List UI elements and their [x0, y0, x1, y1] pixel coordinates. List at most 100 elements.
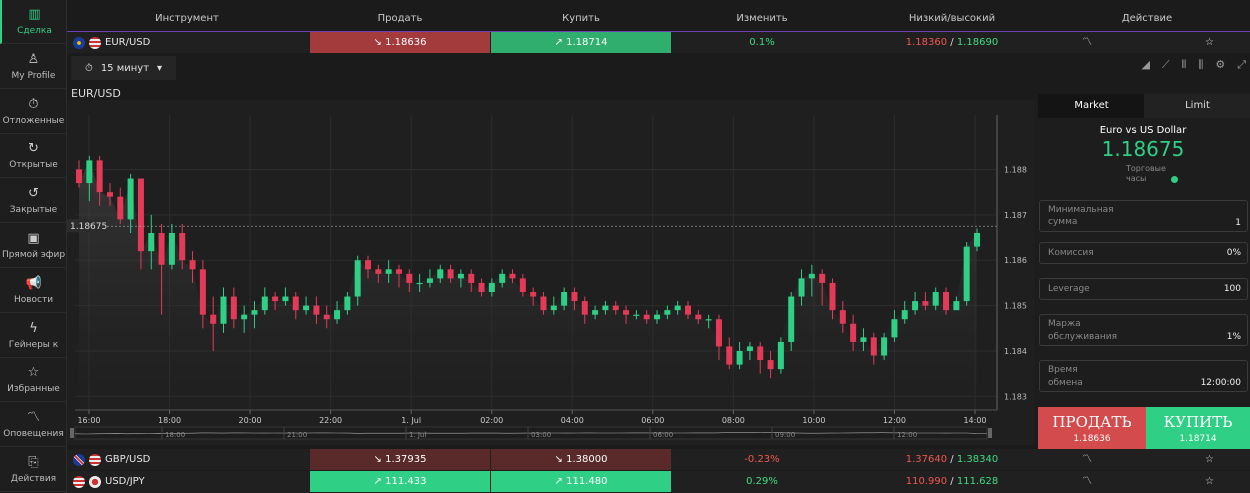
sidebar-item-label: Избранные [7, 384, 60, 395]
price-area [79, 160, 977, 410]
tab-market[interactable]: Market [1038, 94, 1145, 118]
bar-chart-icon: ▥ [28, 7, 41, 22]
instrument-table-header: Инструмент Продать Купить Изменить Низки… [67, 0, 1250, 32]
sidebar-item-5[interactable]: ▣ Прямой эфир [0, 224, 67, 268]
header-buy[interactable]: Купить [562, 13, 600, 24]
sidebar-item-10[interactable]: ⎘ Действия [0, 448, 67, 492]
timeframe-dropdown[interactable]: ⏱ 15 минут ▾ [71, 56, 176, 80]
candle-body [137, 178, 144, 252]
sell-price-button[interactable]: ↘ 1.37935 [310, 449, 490, 470]
price-chart[interactable]: 1.18675 1.188 1.187 1.186 1.185 1.184 1.183 1… [67, 100, 1035, 445]
x-tick-label: 02:00 [480, 416, 503, 425]
candle-body [86, 160, 93, 184]
area-chart-icon[interactable]: ◢ [1141, 58, 1150, 71]
sidebar-item-7[interactable]: ϟ Гейнеры к [0, 314, 67, 358]
sidebar-item-9[interactable]: 〽 Оповещения [0, 403, 67, 448]
buy-price-button[interactable]: ↗ 111.480 [491, 471, 671, 492]
candle-body [623, 310, 630, 315]
clock-icon: ⏱ [85, 62, 93, 74]
nav-tick-label: 12:00 [897, 431, 917, 439]
timeframe-label: 15 минут [100, 62, 150, 74]
x-tick-label: 04:00 [561, 416, 584, 425]
instrument-row-eurusd[interactable]: EUR/USD ↘ 1.18636 ↗ 1.18714 0.1% 1.18360… [67, 32, 1250, 53]
x-axis-ticks: 16:00 18:00 20:00 22:00 1. Jul 02:00 04:00 06:0… [77, 410, 987, 425]
actions-icon: ⎘ [28, 455, 39, 470]
candle-body [447, 269, 454, 279]
sell-price-button[interactable]: ↗ 111.433 [310, 471, 490, 492]
leverage-value: 100 [1223, 284, 1241, 294]
candle-body [912, 301, 919, 311]
candle-body [530, 292, 537, 297]
navigator-ticks: 18:00 21:00 1. Jul 03:00 06:00 09:00 12:00 [161, 427, 917, 439]
sidebar-item-label: Оповещения [3, 429, 64, 440]
candle-body [788, 296, 795, 342]
header-change[interactable]: Изменить [736, 13, 788, 24]
bars-icon[interactable]: ⫼ [1198, 58, 1204, 71]
min-amount-label: Минимальная сумма [1048, 205, 1114, 227]
instrument-row-gbpusd[interactable]: GBP/USD ↘ 1.37935 ↘ 1.38000 -0.23% 1.376… [67, 449, 1250, 470]
candle-body [870, 337, 877, 356]
sidebar-item-3[interactable]: ↻ Открытые [0, 134, 67, 179]
favorite-star-icon[interactable]: ☆ [1205, 454, 1214, 465]
signal-icon[interactable]: 〽 [1082, 454, 1092, 465]
y-tick-label: 1.186 [1004, 256, 1027, 265]
chart-toolbar: ◢ ⟋ ⫴ ⫼ ⚙ ⤢ [1141, 58, 1246, 72]
sidebar-item-8[interactable]: ☆ Избранные [0, 358, 67, 403]
sidebar-item-2[interactable]: ⏱ Отложенные [0, 90, 67, 134]
buy-price-button[interactable]: ↗ 1.18714 [491, 32, 671, 53]
favorite-star-icon[interactable]: ☆ [1205, 37, 1214, 48]
candle-body [860, 337, 867, 342]
signal-icon[interactable]: 〽 [1082, 476, 1092, 487]
candle-body [313, 305, 320, 315]
candle-body [561, 292, 568, 306]
min-amount-field[interactable]: Минимальная сумма 1 [1039, 200, 1248, 232]
header-low-high[interactable]: Низкий/высокий [908, 13, 996, 24]
instrument-row-usdjpy[interactable]: USD/JPY ↗ 111.433 ↗ 111.480 0.29% 110.99… [67, 471, 1250, 493]
symbol-cell: USD/JPY [73, 471, 145, 492]
line-chart-icon[interactable]: ⟋ [1161, 58, 1170, 71]
settings-icon[interactable]: ⚙ [1215, 58, 1226, 71]
candle-body [881, 337, 888, 356]
candles-icon[interactable]: ⫴ [1181, 58, 1187, 71]
buy-price-button[interactable]: ↘ 1.38000 [491, 449, 671, 470]
jp-flag-icon [89, 475, 101, 488]
candle-body [829, 282, 836, 311]
alert-icon: 〽 [26, 410, 40, 426]
candle-body [674, 305, 681, 311]
expand-icon[interactable]: ⤢ [1237, 58, 1246, 71]
order-panel: Market Limit Euro vs US Dollar 1.18675 Т… [1036, 94, 1250, 454]
buy-button[interactable]: КУПИТЬ 1.18714 [1146, 407, 1250, 449]
candle-body [819, 273, 826, 283]
y-tick-label: 1.184 [1004, 347, 1027, 356]
low-value: 1.37640 [905, 454, 948, 465]
uk-flag-icon [73, 453, 85, 466]
sidebar-item-label: Открытые [9, 160, 58, 171]
sell-button[interactable]: ПРОДАТЬ 1.18636 [1038, 407, 1146, 449]
open-trades-icon: ↻ [28, 141, 39, 157]
nav-tick-label: 21:00 [287, 431, 307, 439]
navigator-handle-right[interactable] [988, 428, 992, 438]
symbol-label: USD/JPY [105, 476, 145, 487]
sidebar-item-4[interactable]: ↺ Закрытые [0, 179, 67, 224]
closed-trades-icon: ↺ [28, 186, 39, 202]
signal-icon[interactable]: 〽 [1082, 37, 1092, 48]
low-high-value: 1.18360 / 1.18690 [905, 37, 999, 48]
sidebar-item-1[interactable]: ♙ My Profile [0, 45, 67, 89]
info-icon[interactable] [1171, 176, 1178, 183]
y-axis-ticks: 1.188 1.187 1.186 1.185 1.184 1.183 [1004, 165, 1027, 401]
high-value: 111.628 [956, 476, 999, 487]
candle-body [426, 278, 433, 283]
sidebar-item-6[interactable]: 📢 Новости [0, 269, 67, 313]
candle-body [365, 260, 372, 270]
live-tv-icon: ▣ [27, 231, 40, 246]
header-sell[interactable]: Продать [377, 13, 423, 24]
candle-body [602, 305, 609, 311]
sidebar-item-0[interactable]: ▥ Сделка [0, 0, 67, 44]
favorite-star-icon[interactable]: ☆ [1205, 476, 1214, 487]
leverage-label: Leverage [1048, 284, 1090, 294]
sell-price-button[interactable]: ↘ 1.18636 [310, 32, 490, 53]
leverage-field[interactable]: Leverage 100 [1039, 278, 1248, 300]
navigator-handle-left[interactable] [70, 428, 74, 438]
candle-body [963, 246, 970, 302]
tab-limit[interactable]: Limit [1144, 94, 1250, 118]
